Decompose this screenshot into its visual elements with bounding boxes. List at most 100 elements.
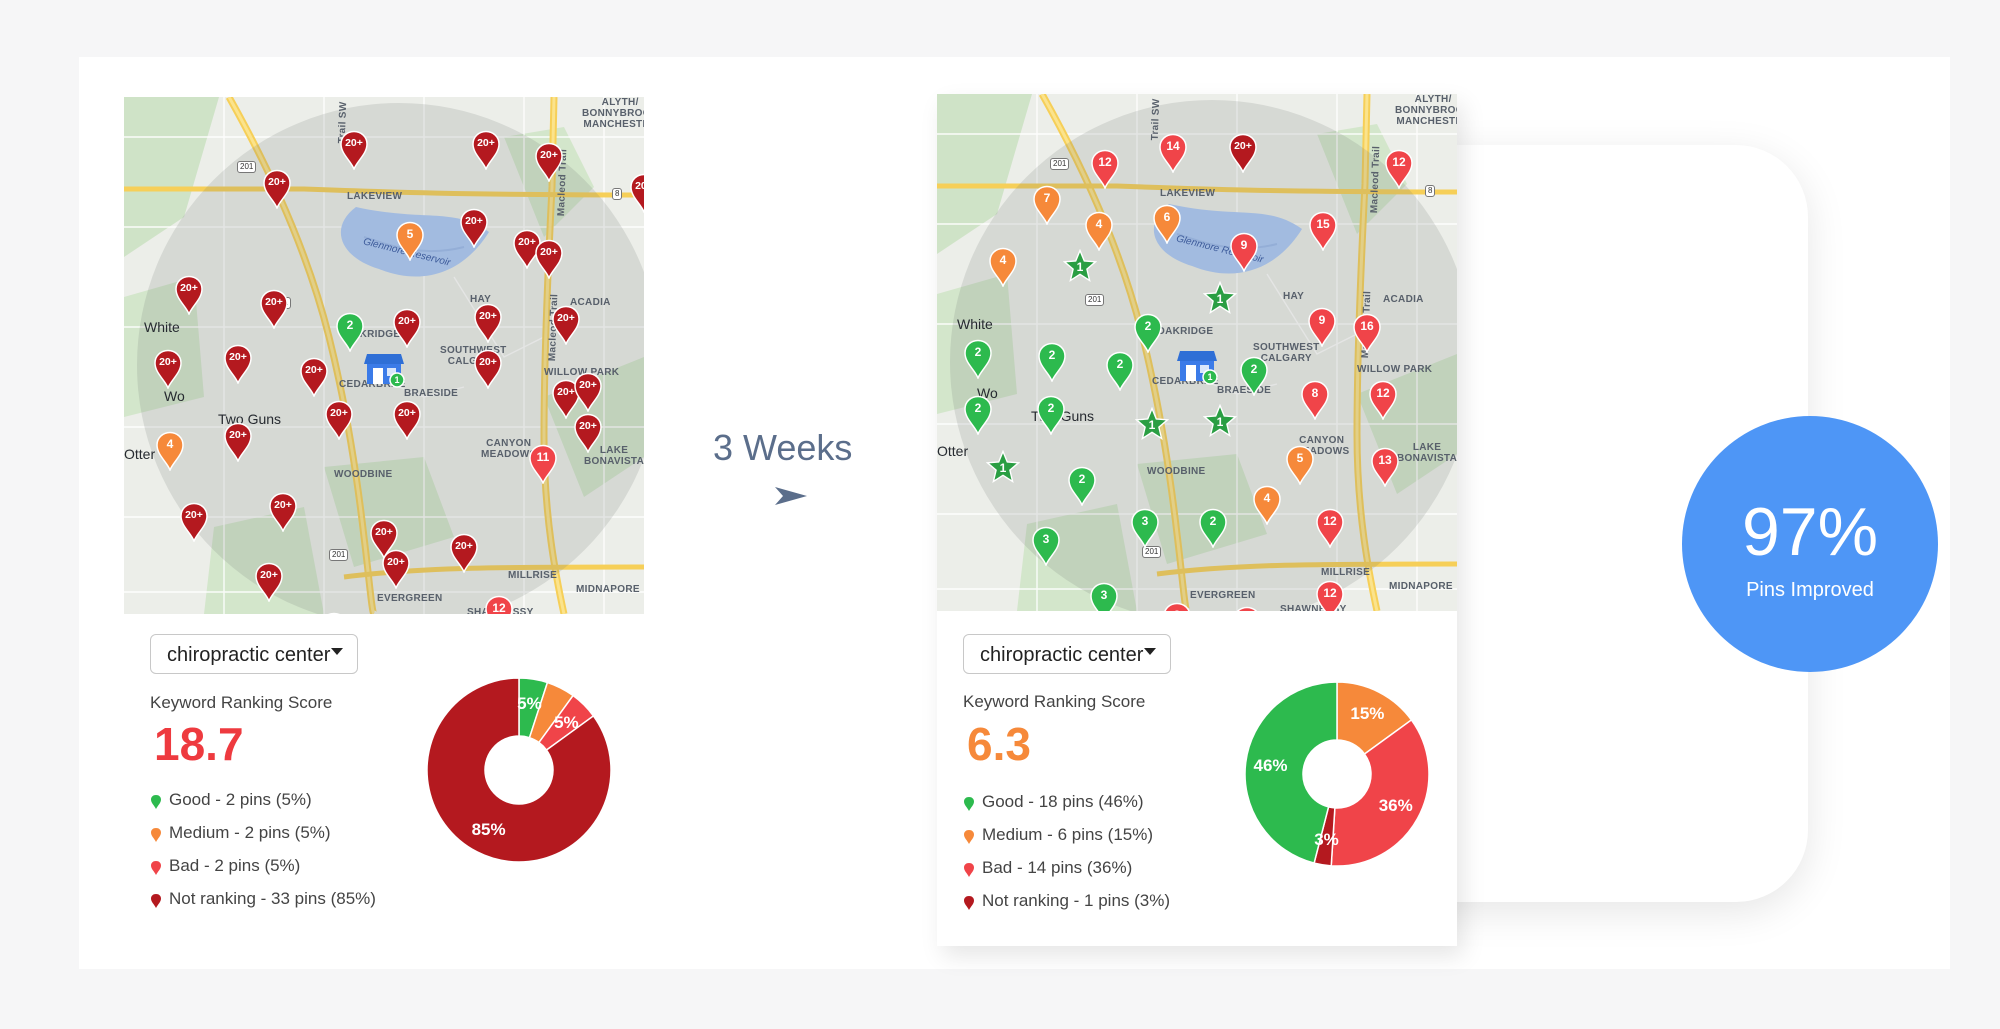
rank-pin[interactable]: 6 xyxy=(1152,204,1182,244)
keyword-dropdown[interactable]: chiropractic center xyxy=(963,634,1171,674)
rank-pin[interactable]: 20+ xyxy=(381,549,411,589)
rank-pin[interactable]: 20+ xyxy=(174,275,204,315)
rank-pin[interactable]: 20+ xyxy=(179,502,209,542)
rank-pin[interactable]: 20+ xyxy=(1228,133,1258,173)
keyword-dropdown-value: chiropractic center xyxy=(167,644,331,666)
rank-pin[interactable]: 12 xyxy=(1315,580,1345,611)
rank-pin[interactable]: 20+ xyxy=(369,519,399,559)
rank-pin[interactable]: 20+ xyxy=(392,308,422,348)
rank-pin[interactable]: 12 xyxy=(484,595,514,614)
rank-pin[interactable]: 9 xyxy=(1229,232,1259,272)
rank-pin[interactable]: 3 xyxy=(1089,582,1119,611)
rank-pin[interactable]: 2 xyxy=(963,395,993,435)
pin-marker-icon xyxy=(963,895,975,911)
map-label: LAKE BONAVISTA xyxy=(1397,442,1457,464)
map-label: OAKRIDGE xyxy=(344,329,401,340)
rank-pin[interactable]: 20+ xyxy=(534,239,564,279)
rank-pin[interactable]: 5 xyxy=(395,221,425,261)
star-pin[interactable]: 1 xyxy=(1063,249,1097,283)
rank-pin[interactable]: 4 xyxy=(988,247,1018,287)
rank-pin[interactable]: 20+ xyxy=(392,400,422,440)
star-pin[interactable]: 1 xyxy=(1203,404,1237,438)
rank-pin-label: 4 xyxy=(166,437,174,451)
rank-pin[interactable]: 4 xyxy=(1084,211,1114,251)
rank-pin-label: 20+ xyxy=(477,137,495,149)
rank-pin[interactable]: 20+ xyxy=(153,349,183,389)
rank-pin[interactable]: 2 xyxy=(1037,342,1067,382)
store-icon[interactable]: 1 xyxy=(361,344,407,390)
rank-pin[interactable]: 5 xyxy=(1285,445,1315,485)
rank-pin[interactable]: 2 xyxy=(1198,508,1228,548)
rank-pin[interactable]: 20+ xyxy=(551,305,581,345)
rank-pin[interactable]: 20+ xyxy=(319,612,349,614)
rank-pin[interactable]: 20+ xyxy=(459,208,489,248)
rank-pin[interactable]: 20+ xyxy=(268,492,298,532)
rank-pin[interactable]: 14 xyxy=(1158,133,1188,173)
after-panel: ALYTH/BONNYBROOKMANCHESTER LAKEVIEW OAKRID… xyxy=(937,94,1457,946)
rank-pin[interactable]: 3 xyxy=(1130,508,1160,548)
rank-pin[interactable]: 12 xyxy=(1090,149,1120,189)
rank-pin[interactable]: 2 xyxy=(335,312,365,352)
star-pin[interactable]: 1 xyxy=(986,450,1020,484)
map-label: Wo xyxy=(164,388,185,404)
rank-pin[interactable]: 12 xyxy=(1315,508,1345,548)
rank-pin[interactable]: 9 xyxy=(1307,307,1337,347)
rank-pin-label: 9 xyxy=(1240,238,1248,252)
store-icon[interactable]: 1 xyxy=(1174,341,1220,387)
store-rank-badge: 1 xyxy=(394,375,400,385)
rank-pin[interactable]: 20+ xyxy=(449,533,479,573)
rank-pin[interactable]: 7 xyxy=(1032,185,1062,225)
rank-pin[interactable]: 20+ xyxy=(551,379,581,419)
rank-pin[interactable]: 20+ xyxy=(254,562,284,602)
rank-pin[interactable]: 20+ xyxy=(324,400,354,440)
rank-pin[interactable]: 12 xyxy=(1368,380,1398,420)
rank-pin[interactable]: 2 xyxy=(963,339,993,379)
rank-pin[interactable]: 8 xyxy=(1162,602,1192,611)
rank-pin[interactable]: 2 xyxy=(1105,351,1135,391)
rank-pin[interactable]: 20+ xyxy=(629,173,644,213)
rank-pin-label: 20+ xyxy=(375,526,393,538)
rank-pin[interactable]: 15 xyxy=(1308,211,1338,251)
rank-pin[interactable]: 20+ xyxy=(471,130,501,170)
rank-pin[interactable]: 20+ xyxy=(223,422,253,462)
rank-pin-label: 12 xyxy=(1376,386,1390,400)
rank-pin[interactable]: 4 xyxy=(155,431,185,471)
star-pin[interactable]: 1 xyxy=(1135,407,1169,441)
rank-pin[interactable]: 8 xyxy=(1300,380,1330,420)
rank-pin[interactable]: 3 xyxy=(1031,526,1061,566)
rank-pin[interactable]: 20+ xyxy=(473,349,503,389)
star-pin-label: 1 xyxy=(1076,260,1084,274)
rank-pin[interactable]: 2 xyxy=(1036,395,1066,435)
rank-pin[interactable]: 13 xyxy=(1370,447,1400,487)
before-rank-map[interactable]: ALYTH/BONNYBROOKMANCHESTER LAKEVIEW OAKRID… xyxy=(124,97,644,614)
rank-pin[interactable]: 2 xyxy=(1067,466,1097,506)
rank-pin[interactable]: 4 xyxy=(1252,485,1282,525)
rank-pin[interactable]: 12 xyxy=(1384,149,1414,189)
rank-pin-label: 2 xyxy=(1209,514,1217,528)
map-label: WOODBINE xyxy=(334,469,393,480)
rank-pin-label: 20+ xyxy=(265,296,283,308)
highway-shield: 8 xyxy=(612,188,623,200)
rank-pin[interactable]: 20+ xyxy=(339,130,369,170)
map-label: HAY xyxy=(1283,291,1305,302)
rank-pin[interactable]: 20+ xyxy=(473,303,503,343)
rank-pin[interactable]: 20+ xyxy=(573,372,603,412)
rank-pin-label: 20+ xyxy=(398,315,416,327)
rank-pin[interactable]: 2 xyxy=(1133,313,1163,353)
rank-pin[interactable]: 20+ xyxy=(223,344,253,384)
rank-pin[interactable]: 11 xyxy=(528,444,558,484)
rank-pin[interactable]: 20+ xyxy=(534,142,564,182)
after-rank-map[interactable]: ALYTH/BONNYBROOKMANCHESTER LAKEVIEW OAKRID… xyxy=(937,94,1457,611)
rank-pin[interactable]: 9 xyxy=(1232,606,1262,611)
rank-pin[interactable]: 20+ xyxy=(262,169,292,209)
keyword-dropdown[interactable]: chiropractic center xyxy=(150,634,358,674)
rank-pin[interactable]: 20+ xyxy=(299,357,329,397)
star-pin[interactable]: 1 xyxy=(1203,281,1237,315)
rank-pin[interactable]: 20+ xyxy=(573,413,603,453)
rank-pin[interactable]: 20+ xyxy=(259,289,289,329)
rank-pin[interactable]: 16 xyxy=(1352,313,1382,353)
rank-pin[interactable]: 2 xyxy=(1239,356,1269,396)
map-label: OAKRIDGE xyxy=(1157,326,1214,337)
map-label: EVERGREEN xyxy=(377,593,443,604)
map-label: LAKEVIEW xyxy=(347,191,403,202)
